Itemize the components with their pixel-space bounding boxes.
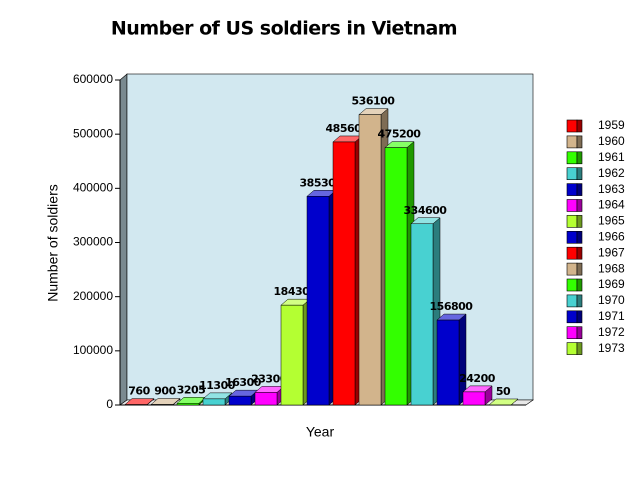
value-label: 16300 bbox=[225, 376, 262, 389]
legend-label: 1961 bbox=[598, 150, 625, 164]
legend-key bbox=[566, 342, 578, 355]
bar bbox=[462, 391, 486, 406]
legend-label: 1967 bbox=[598, 245, 625, 259]
bar bbox=[254, 392, 278, 406]
legend-key bbox=[566, 246, 578, 260]
legend-key-side bbox=[576, 310, 583, 324]
legend-key-side bbox=[576, 135, 583, 149]
legend-key-side bbox=[576, 326, 583, 340]
legend-label: 1970 bbox=[598, 293, 625, 307]
legend-key bbox=[566, 231, 578, 244]
legend-key bbox=[566, 326, 578, 340]
y-tick-label: 600000 bbox=[73, 72, 113, 86]
legend-key-side bbox=[576, 342, 583, 355]
legend-label: 1963 bbox=[598, 182, 625, 196]
bar bbox=[358, 114, 382, 406]
legend-key-side bbox=[576, 183, 583, 196]
legend-key-side bbox=[576, 294, 583, 308]
value-label: 184300 bbox=[274, 285, 318, 298]
legend-label: 1959 bbox=[598, 118, 625, 132]
legend-label: 1960 bbox=[598, 134, 625, 148]
value-label: 900 bbox=[154, 385, 176, 398]
value-label: 24200 bbox=[459, 372, 496, 385]
legend-key-side bbox=[576, 151, 583, 165]
value-label: 385300 bbox=[300, 176, 344, 189]
bar bbox=[280, 304, 304, 406]
value-label: 50 bbox=[496, 385, 511, 398]
chart-title: Number of US soldiers in Vietnam bbox=[111, 18, 457, 40]
x-axis-label: Year bbox=[306, 424, 335, 440]
legend-key-side bbox=[576, 246, 583, 260]
legend-label: 1972 bbox=[598, 325, 625, 339]
legend-label: 1965 bbox=[598, 214, 625, 228]
legend-key-side bbox=[576, 199, 583, 212]
legend-key-side bbox=[576, 119, 583, 133]
legend-label: 1966 bbox=[598, 229, 625, 243]
bar bbox=[410, 223, 434, 406]
legend-key bbox=[566, 310, 578, 324]
legend-label: 1964 bbox=[598, 198, 625, 212]
legend-label: 1962 bbox=[598, 166, 625, 180]
legend-key bbox=[566, 183, 578, 196]
legend-key bbox=[566, 151, 578, 165]
legend-key-side bbox=[576, 167, 583, 180]
legend-key bbox=[566, 199, 578, 212]
y-tick-label: 300000 bbox=[73, 235, 113, 249]
value-label: 3205 bbox=[177, 383, 206, 396]
bar bbox=[306, 196, 330, 406]
y-tick-label: 400000 bbox=[73, 181, 113, 195]
legend-key-side bbox=[576, 215, 583, 228]
legend-key-side bbox=[576, 262, 583, 276]
value-label: 760 bbox=[128, 385, 150, 398]
legend-label: 1968 bbox=[598, 261, 625, 275]
side-wall bbox=[119, 73, 128, 406]
bar bbox=[202, 398, 226, 406]
legend-key bbox=[566, 167, 578, 180]
legend-key bbox=[566, 294, 578, 308]
legend-label: 1969 bbox=[598, 277, 625, 291]
bar bbox=[384, 147, 408, 406]
value-label: 536100 bbox=[352, 95, 396, 108]
value-label: 334600 bbox=[404, 204, 448, 217]
value-label: 475200 bbox=[378, 128, 422, 141]
bar bbox=[436, 319, 460, 406]
legend-key bbox=[566, 135, 578, 149]
bar bbox=[228, 395, 252, 406]
bar bbox=[332, 141, 356, 406]
value-label: 23300 bbox=[251, 372, 288, 385]
y-tick-label: 200000 bbox=[73, 289, 113, 303]
y-tick-label: 0 bbox=[106, 397, 113, 411]
value-label: 11300 bbox=[199, 379, 236, 392]
y-axis-label: Number of soldiers bbox=[45, 184, 61, 302]
legend-label: 1973 bbox=[598, 341, 625, 355]
value-label: 485600 bbox=[326, 122, 370, 135]
legend-label: 1971 bbox=[598, 309, 625, 323]
value-label: 156800 bbox=[430, 300, 474, 313]
legend-key-side bbox=[576, 231, 583, 244]
legend-key bbox=[566, 215, 578, 228]
legend-key bbox=[566, 119, 578, 133]
y-tick-label: 500000 bbox=[73, 126, 113, 140]
legend-key bbox=[566, 262, 578, 276]
legend-key-side bbox=[576, 278, 583, 292]
y-tick-label: 100000 bbox=[73, 343, 113, 357]
bar bbox=[176, 403, 200, 406]
legend-key bbox=[566, 278, 578, 292]
